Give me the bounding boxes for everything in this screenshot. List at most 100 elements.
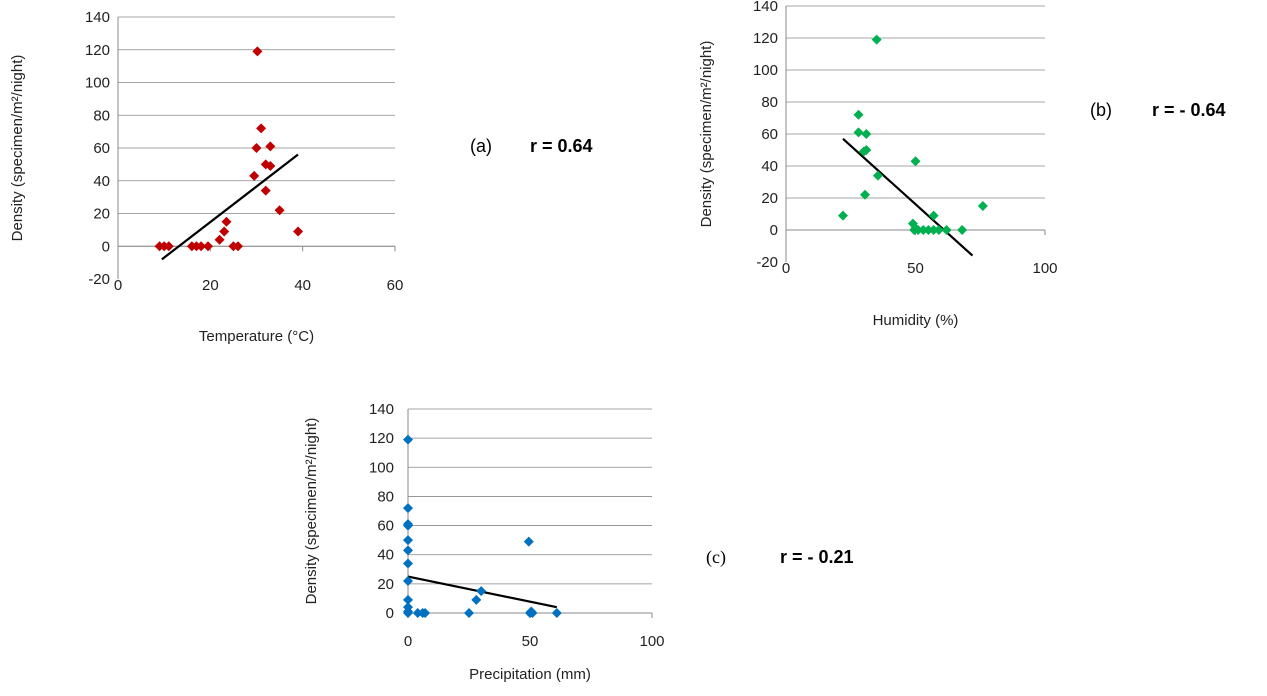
y-tick-label: 140 — [369, 401, 394, 418]
y-tick-label: 120 — [85, 42, 110, 59]
y-tick-label: 60 — [377, 518, 394, 535]
data-point — [910, 156, 921, 167]
data-point — [551, 608, 562, 618]
y-tick-label: 0 — [770, 222, 778, 239]
data-point — [221, 216, 232, 227]
data-point — [933, 225, 944, 235]
y-tick-label: 140 — [753, 0, 778, 15]
x-tick-label: 50 — [522, 633, 539, 650]
y-tick-label: -20 — [756, 254, 778, 271]
y-tick-label: 40 — [93, 173, 110, 190]
y-tick-label: 80 — [377, 488, 394, 505]
chart-panel-c: 0 20 40 60 80 100 120 140 0 50 100 Precipitation (m… — [303, 401, 854, 683]
data-point — [249, 170, 260, 181]
data-point — [526, 606, 537, 617]
panel-letter: (b) — [1090, 100, 1112, 120]
x-tick-label: 0 — [404, 633, 412, 650]
data-point — [853, 109, 864, 120]
x-tick-label: 0 — [114, 277, 122, 294]
data-point — [403, 558, 413, 569]
data-point — [918, 225, 929, 235]
y-tick-label: 120 — [753, 30, 778, 47]
x-tick-label: 50 — [907, 260, 924, 277]
data-point — [219, 226, 230, 237]
data-point — [928, 225, 939, 235]
trendline — [161, 153, 299, 261]
y-tick-label: 20 — [377, 576, 394, 593]
x-tick-label: 100 — [1032, 260, 1057, 277]
data-point — [837, 210, 848, 221]
data-point — [853, 127, 864, 138]
correlation-label: r = - 0.21 — [780, 547, 854, 567]
y-tick-label: 100 — [369, 459, 394, 476]
y-axis-label: Density (specimen/m²/night) — [9, 55, 26, 242]
data-point — [403, 520, 413, 531]
x-axis-label: Humidity (%) — [873, 312, 959, 329]
data-point — [265, 161, 276, 172]
y-tick-label: 60 — [761, 126, 778, 143]
x-tick-label: 40 — [294, 277, 311, 294]
data-point — [252, 46, 263, 57]
data-point — [861, 145, 872, 155]
data-point — [163, 241, 174, 252]
panel-letter: (c) — [706, 547, 726, 568]
y-tick-label: 0 — [386, 605, 394, 622]
data-point — [403, 594, 413, 605]
y-tick-label: 20 — [93, 206, 110, 223]
data-point — [403, 535, 413, 546]
y-tick-label: 140 — [85, 9, 110, 26]
data-point — [265, 141, 276, 152]
data-point — [260, 185, 271, 196]
data-point — [471, 594, 482, 605]
y-tick-label: -20 — [88, 271, 110, 288]
data-point — [913, 225, 924, 235]
x-axis-label: Temperature (°C) — [199, 328, 314, 345]
x-tick-label: 60 — [387, 277, 404, 294]
y-tick-label: 100 — [85, 75, 110, 92]
y-tick-label: 120 — [369, 430, 394, 447]
data-point — [941, 225, 952, 235]
data-point — [859, 189, 870, 200]
data-point — [403, 608, 413, 618]
correlation-label: r = - 0.64 — [1152, 100, 1226, 120]
y-tick-label: 40 — [761, 158, 778, 175]
x-tick-label: 20 — [202, 277, 219, 294]
panel-letter: (a) — [470, 136, 492, 156]
data-point — [923, 225, 934, 235]
y-tick-label: 60 — [93, 140, 110, 157]
y-tick-label: 40 — [377, 547, 394, 564]
data-point — [403, 545, 413, 556]
x-axis-label: Precipitation (mm) — [469, 666, 591, 683]
correlation-label: r = 0.64 — [530, 136, 593, 156]
data-point — [256, 123, 267, 134]
y-axis-label: Density (specimen/m²/night) — [303, 418, 320, 605]
data-point — [274, 205, 285, 216]
data-point — [420, 608, 431, 618]
data-point — [928, 210, 939, 221]
data-point — [251, 143, 262, 153]
data-point — [464, 608, 474, 618]
data-point — [872, 170, 883, 181]
data-point — [403, 434, 413, 445]
data-point — [214, 234, 225, 245]
data-point — [523, 536, 534, 547]
x-tick-label: 100 — [639, 633, 664, 650]
trendline — [842, 137, 974, 257]
y-tick-label: 0 — [102, 238, 110, 255]
y-tick-label: 20 — [761, 190, 778, 207]
data-point — [957, 225, 968, 235]
data-point — [871, 34, 882, 45]
data-point — [233, 241, 244, 252]
y-tick-label: 80 — [761, 94, 778, 111]
data-point — [861, 129, 872, 139]
y-axis-label: Density (specimen/m²/night) — [698, 41, 715, 228]
data-point — [293, 226, 304, 237]
data-point — [403, 503, 413, 514]
y-tick-label: 80 — [93, 107, 110, 124]
y-tick-label: 100 — [753, 62, 778, 79]
x-tick-label: 0 — [782, 260, 790, 277]
data-point — [977, 201, 988, 211]
